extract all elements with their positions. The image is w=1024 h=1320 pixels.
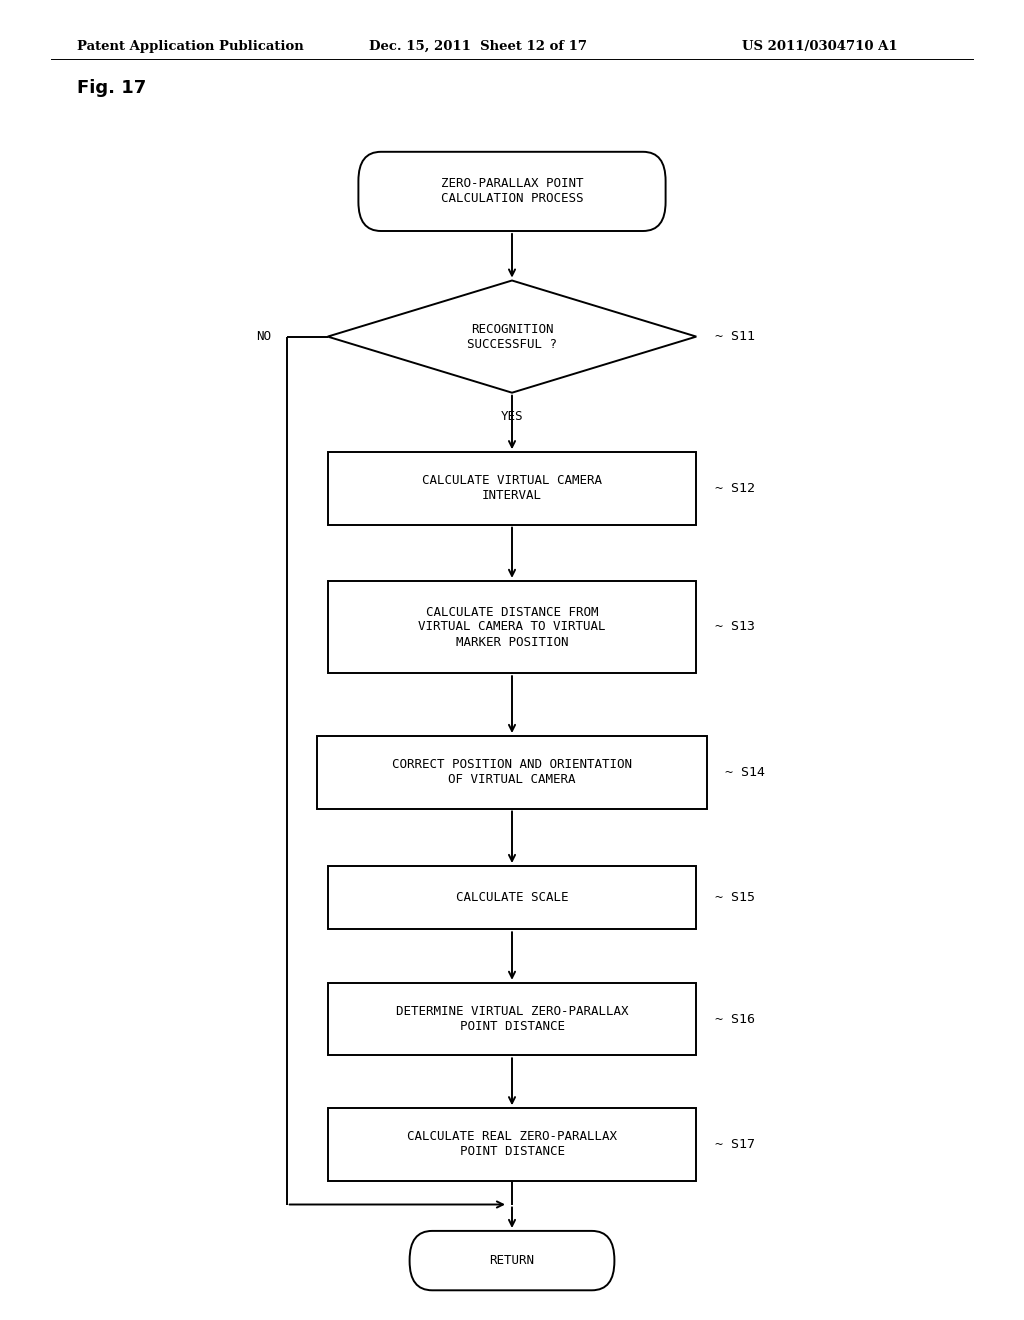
Bar bbox=[328, 451, 696, 524]
Text: Fig. 17: Fig. 17 bbox=[77, 79, 146, 98]
Text: CALCULATE VIRTUAL CAMERA
INTERVAL: CALCULATE VIRTUAL CAMERA INTERVAL bbox=[422, 474, 602, 503]
Text: CALCULATE REAL ZERO-PARALLAX
POINT DISTANCE: CALCULATE REAL ZERO-PARALLAX POINT DISTA… bbox=[407, 1130, 617, 1159]
FancyBboxPatch shape bbox=[358, 152, 666, 231]
Text: US 2011/0304710 A1: US 2011/0304710 A1 bbox=[742, 40, 898, 53]
Text: YES: YES bbox=[501, 409, 523, 422]
Bar bbox=[328, 866, 696, 929]
Text: RETURN: RETURN bbox=[489, 1254, 535, 1267]
Text: ~ S14: ~ S14 bbox=[725, 766, 765, 779]
Text: CALCULATE DISTANCE FROM
VIRTUAL CAMERA TO VIRTUAL
MARKER POSITION: CALCULATE DISTANCE FROM VIRTUAL CAMERA T… bbox=[418, 606, 606, 648]
Text: ~ S16: ~ S16 bbox=[715, 1012, 755, 1026]
Text: NO: NO bbox=[256, 330, 271, 343]
Text: ~ S11: ~ S11 bbox=[715, 330, 755, 343]
FancyBboxPatch shape bbox=[410, 1230, 614, 1291]
Text: ~ S12: ~ S12 bbox=[715, 482, 755, 495]
Text: CALCULATE SCALE: CALCULATE SCALE bbox=[456, 891, 568, 904]
Text: ~ S17: ~ S17 bbox=[715, 1138, 755, 1151]
Bar bbox=[328, 982, 696, 1056]
Text: ~ S15: ~ S15 bbox=[715, 891, 755, 904]
Bar bbox=[328, 581, 696, 673]
Text: Patent Application Publication: Patent Application Publication bbox=[77, 40, 303, 53]
Text: ZERO-PARALLAX POINT
CALCULATION PROCESS: ZERO-PARALLAX POINT CALCULATION PROCESS bbox=[440, 177, 584, 206]
Text: CORRECT POSITION AND ORIENTATION
OF VIRTUAL CAMERA: CORRECT POSITION AND ORIENTATION OF VIRT… bbox=[392, 758, 632, 787]
Text: Dec. 15, 2011  Sheet 12 of 17: Dec. 15, 2011 Sheet 12 of 17 bbox=[369, 40, 587, 53]
Text: DETERMINE VIRTUAL ZERO-PARALLAX
POINT DISTANCE: DETERMINE VIRTUAL ZERO-PARALLAX POINT DI… bbox=[395, 1005, 629, 1034]
Text: RECOGNITION
SUCCESSFUL ?: RECOGNITION SUCCESSFUL ? bbox=[467, 322, 557, 351]
Bar bbox=[317, 737, 707, 808]
Bar bbox=[328, 1109, 696, 1180]
Polygon shape bbox=[328, 281, 696, 393]
Text: ~ S13: ~ S13 bbox=[715, 620, 755, 634]
